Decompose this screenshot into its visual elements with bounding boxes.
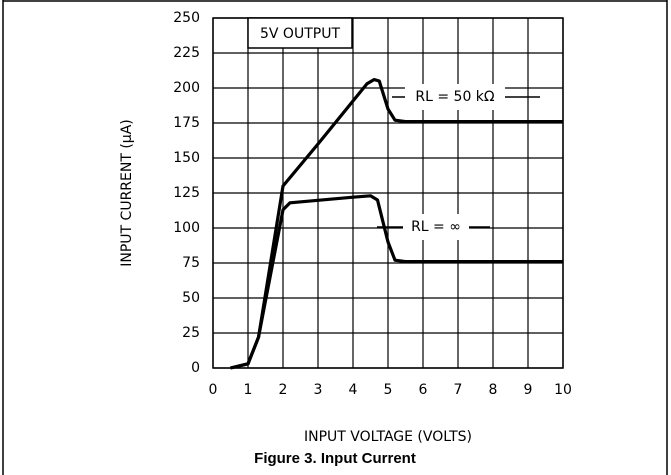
label-bg bbox=[405, 84, 505, 110]
y-tick-label: 225 bbox=[173, 45, 200, 61]
y-tick-label: 50 bbox=[182, 290, 200, 306]
annotation-box bbox=[247, 17, 353, 49]
x-tick-label: 10 bbox=[554, 382, 572, 398]
label-bg bbox=[403, 214, 469, 240]
y-axis-label: INPUT CURRENT (μA) bbox=[119, 119, 135, 267]
series-line bbox=[230, 194, 563, 370]
figure-caption: Figure 3. Input Current bbox=[254, 450, 416, 467]
x-tick-label: 6 bbox=[419, 382, 428, 398]
y-tick-label: 100 bbox=[173, 220, 200, 236]
x-tick-label: 0 bbox=[209, 382, 218, 398]
x-tick-label: 1 bbox=[244, 382, 253, 398]
annotation: 5V OUTPUT bbox=[260, 26, 340, 42]
y-tick-label: 150 bbox=[173, 150, 200, 166]
x-axis-label: INPUT VOLTAGE (VOLTS) bbox=[304, 429, 472, 445]
x-tick-label: 9 bbox=[524, 382, 533, 398]
y-tick-label: 200 bbox=[173, 80, 200, 96]
x-tick-label: 3 bbox=[314, 382, 323, 398]
y-tick-label: 75 bbox=[182, 255, 200, 271]
y-tick-label: 250 bbox=[173, 10, 200, 26]
y-tick-label: 175 bbox=[173, 115, 200, 131]
series-label: RL = ∞ bbox=[411, 219, 461, 235]
x-tick-label: 4 bbox=[349, 382, 358, 398]
y-tick-label: 125 bbox=[173, 185, 200, 201]
series-label: RL = 50 kΩ bbox=[415, 89, 495, 105]
plot-frame bbox=[212, 17, 564, 369]
x-tick-label: 2 bbox=[279, 382, 288, 398]
y-tick-label: 25 bbox=[182, 325, 200, 341]
x-tick-label: 5 bbox=[384, 382, 393, 398]
x-tick-label: 8 bbox=[489, 382, 498, 398]
x-tick-label: 7 bbox=[454, 382, 463, 398]
y-tick-label: 0 bbox=[191, 360, 200, 376]
